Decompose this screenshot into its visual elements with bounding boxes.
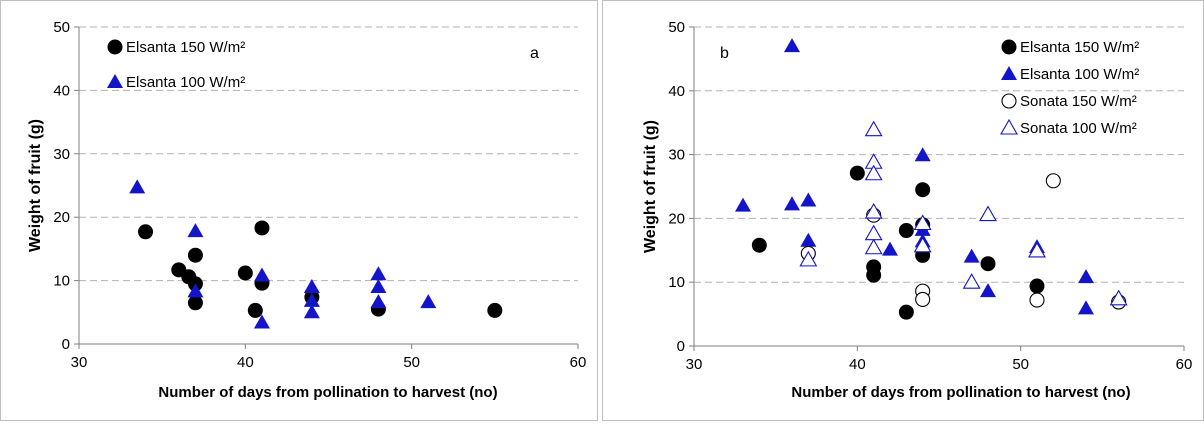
chart-1-data-point <box>864 164 883 181</box>
chart-1-data-point <box>1109 289 1128 306</box>
chart-0-x-tick-label: 40 <box>237 354 254 371</box>
chart-1-legend-marker <box>1001 66 1017 80</box>
chart-1-data-point <box>849 165 865 181</box>
chart-0-frame <box>0 0 598 421</box>
chart-0-data-point <box>370 266 387 281</box>
chart-1-y-tick-label: 40 <box>668 83 685 100</box>
chart-1-x-tick-label: 60 <box>1176 356 1193 373</box>
chart-1-y-axis-title: Weight of fruit (g) <box>642 120 659 253</box>
chart-1-data-point <box>866 267 882 283</box>
chart-1-x-axis-title: Number of days from pollination to harve… <box>791 384 1130 401</box>
chart-0-data-point <box>187 295 203 311</box>
chart-0-y-tick-label: 10 <box>53 273 70 290</box>
chart-1-data-point <box>1029 292 1045 308</box>
chart-1-legend-label: Elsanta 150 W/m² <box>1020 39 1139 56</box>
chart-1-data-point <box>915 182 931 198</box>
chart-0-data-point <box>138 224 154 240</box>
chart-1-data-point <box>1078 269 1094 284</box>
chart-0-data-point <box>303 304 320 319</box>
chart-1-data-point <box>864 202 883 219</box>
chart-1-data-point <box>898 223 914 239</box>
chart-1-panel-label: b <box>720 45 729 62</box>
chart-0-y-tick-label: 40 <box>53 82 70 99</box>
chart-1-data-point <box>913 236 932 253</box>
chart-1-series-0 <box>751 165 1045 320</box>
chart-0-x-tick-label: 50 <box>403 354 420 371</box>
chart-0-data-point <box>487 302 503 318</box>
chart-0-x-axis-title: Number of days from pollination to harve… <box>158 384 497 401</box>
chart-0-y-tick-label: 50 <box>53 19 70 36</box>
chart-0-data-point <box>420 294 437 309</box>
chart-1-data-point <box>800 192 817 207</box>
chart-1-data-point <box>1029 278 1045 294</box>
chart-1-data-point <box>980 256 996 272</box>
chart-0-data-point <box>129 179 146 194</box>
chart-0-legend-marker <box>107 39 123 55</box>
chart-0-series-1 <box>129 179 437 329</box>
chart-0-y-tick-label: 20 <box>53 209 70 226</box>
chart-0-legend-marker <box>107 74 123 88</box>
chart-a-svg: 0 10 20 30 40 50 30 40 50 60 Number of days from p… <box>0 0 598 421</box>
chart-1-legend-marker <box>1001 39 1017 55</box>
chart-1-data-point <box>963 248 980 263</box>
chart-0-data-point <box>247 302 263 318</box>
chart-0-data-point <box>370 278 387 293</box>
chart-1-data-point <box>751 237 767 253</box>
chart-1-data-point <box>799 250 818 267</box>
chart-1-data-point <box>979 205 997 222</box>
chart-0-y-axis-title: Weight of fruit (g) <box>27 119 44 252</box>
chart-1-legend-label: Sonata 150 W/m² <box>1020 93 1137 110</box>
chart-1-data-point <box>980 283 996 298</box>
chart-0-data-point <box>254 220 270 236</box>
chart-1-y-tick-label: 10 <box>668 274 685 291</box>
chart-0-data-point <box>370 294 387 309</box>
chart-1-y-tick-label: 50 <box>668 19 685 36</box>
chart-1-data-point <box>915 291 931 307</box>
chart-0-data-point <box>187 283 204 298</box>
chart-1-data-point <box>913 214 932 231</box>
chart-0-data-point <box>303 292 320 307</box>
chart-1-y-tick-label: 30 <box>668 147 685 164</box>
chart-1-data-point <box>1078 300 1094 315</box>
chart-b-svg: 0 10 20 30 40 50 30 40 50 60 Number of days from p… <box>602 0 1204 421</box>
chart-1-data-point <box>735 197 751 212</box>
chart-0-data-point <box>253 314 270 329</box>
chart-0-x-tick-label: 60 <box>570 354 587 371</box>
chart-1-data-point <box>1045 173 1061 189</box>
chart-0-data-point <box>303 278 320 293</box>
chart-1-data-point <box>784 196 800 211</box>
chart-0-legend-label: Elsanta 150 W/m² <box>126 39 245 56</box>
chart-1-data-point <box>898 304 914 320</box>
chart-0-data-point <box>237 265 253 281</box>
chart-0-data-point <box>187 223 204 238</box>
chart-1-x-tick-label: 40 <box>849 356 866 373</box>
chart-1-data-point <box>882 241 898 256</box>
chart-1-data-point <box>962 273 981 289</box>
chart-panel-b: 0 10 20 30 40 50 30 40 50 60 Number of days from p… <box>602 0 1204 421</box>
chart-1-y-tick-label: 0 <box>677 338 685 355</box>
chart-1-series-3 <box>799 120 1128 306</box>
chart-1-data-point <box>800 232 817 247</box>
chart-1-x-tick-label: 30 <box>686 356 703 373</box>
chart-1-x-tick-label: 50 <box>1012 356 1029 373</box>
chart-1-y-tick-label: 20 <box>668 210 685 227</box>
chart-panel-a: 0 10 20 30 40 50 30 40 50 60 Number of days from p… <box>0 0 598 421</box>
chart-1-data-point <box>864 238 883 255</box>
chart-1-legend-label: Elsanta 100 W/m² <box>1020 66 1139 83</box>
chart-1-legend-label: Sonata 100 W/m² <box>1020 120 1137 137</box>
chart-0-panel-label: a <box>530 45 539 62</box>
chart-1-data-point <box>1028 241 1046 258</box>
chart-0-legend-label: Elsanta 100 W/m² <box>126 74 245 91</box>
chart-1-data-point <box>784 38 800 53</box>
chart-1-legend-marker <box>1001 93 1017 109</box>
chart-1-data-point <box>864 120 883 137</box>
chart-0-data-point <box>187 247 203 263</box>
chart-1-legend-marker <box>1000 118 1018 135</box>
chart-0-data-point <box>253 267 270 282</box>
chart-0-y-tick-label: 30 <box>53 146 70 163</box>
chart-0-y-tick-label: 0 <box>62 336 70 353</box>
chart-0-x-tick-label: 30 <box>71 354 88 371</box>
chart-1-data-point <box>864 224 883 241</box>
chart-1-data-point <box>914 147 931 162</box>
